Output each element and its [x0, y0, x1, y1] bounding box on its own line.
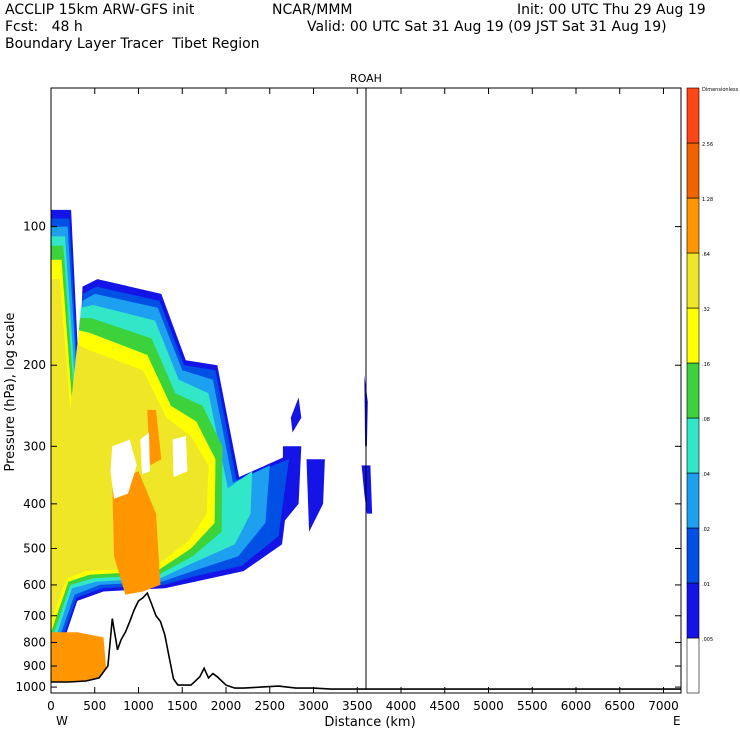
x-axis-east-label: E	[673, 714, 681, 728]
x-tick-label-1500: 1500	[167, 699, 198, 713]
colorbar-label-7: .64	[702, 252, 710, 258]
plot-frame	[50, 87, 682, 694]
x-tick-label-5000: 5000	[473, 699, 504, 713]
colorbar-label-6: .32	[702, 307, 710, 313]
y-tick-label-500: 500	[23, 541, 46, 555]
x-tick-label-5500: 5500	[517, 699, 548, 713]
colorbar-swatch-1	[686, 582, 700, 639]
tracer-gap-1	[140, 432, 150, 475]
header-model-title: ACCLIP 15km ARW-GFS init	[5, 2, 195, 18]
colorbar-swatch-10	[686, 87, 700, 144]
x-tick-label-3000: 3000	[298, 699, 329, 713]
colorbar-swatch-4	[686, 417, 700, 474]
y-tick-label-1000: 1000	[15, 680, 46, 694]
x-tick-label-2000: 2000	[211, 699, 242, 713]
x-axis-west-label: W	[56, 714, 68, 728]
y-tick-label-700: 700	[23, 609, 46, 623]
x-tick-label-6500: 6500	[604, 699, 635, 713]
y-tick-label-600: 600	[23, 578, 46, 592]
y-axis-title: Pressure (hPa), log scale	[3, 313, 18, 472]
y-tick-label-100: 100	[23, 220, 46, 234]
tracer-contour-level-1	[290, 397, 302, 433]
colorbar-swatch-6	[686, 307, 700, 364]
x-tick-label-2500: 2500	[254, 699, 285, 713]
tracer-contour-level-1	[306, 459, 325, 532]
x-axis-title: Distance (km)	[324, 715, 415, 730]
x-tick-label-7000: 7000	[648, 699, 679, 713]
y-tick-label-800: 800	[23, 635, 46, 649]
colorbar-swatch-9	[686, 142, 700, 199]
tracer-contour-level-1	[361, 465, 373, 514]
tracer-contour-level-8	[147, 409, 162, 466]
colorbar-label-10: Dimensionless	[702, 87, 739, 93]
x-tick-label-4000: 4000	[386, 699, 417, 713]
colorbar-label-0: .005	[702, 637, 713, 643]
tracer-gap-0	[110, 439, 137, 499]
colorbar-label-3: .04	[702, 472, 710, 478]
x-tick-label-3500: 3500	[342, 699, 373, 713]
header-center-title: NCAR/MMM	[272, 2, 353, 18]
colorbar-label-2: .02	[702, 527, 710, 533]
header-forecast-hour: Fcst: 48 h	[5, 19, 83, 35]
colorbar-label-9: 2.56	[702, 142, 713, 148]
colorbar-swatch-8	[686, 197, 700, 254]
y-tick-label-900: 900	[23, 659, 46, 673]
colorbar-label-5: .16	[702, 362, 710, 368]
colorbar-label-8: 1.28	[702, 197, 713, 203]
header-valid-time: Valid: 00 UTC Sat 31 Aug 19 (09 JST Sat …	[307, 19, 667, 35]
terrain-profile-line	[51, 591, 681, 690]
x-tick-label-0: 0	[47, 699, 55, 713]
x-tick-label-6000: 6000	[561, 699, 592, 713]
axes-layer: 0 500 1000 1500 2000 2500 3000 3500 4000 4500 5000…	[15, 87, 682, 713]
plot-area	[51, 209, 373, 682]
colorbar-swatch-5	[686, 362, 700, 419]
y-tick-label-200: 200	[23, 358, 46, 372]
tracer-contour-level-1	[282, 446, 302, 523]
colorbar-label-4: .08	[702, 417, 710, 423]
x-tick-label-4500: 4500	[429, 699, 460, 713]
header-field-description: Boundary Layer Tracer Tibet Region	[5, 36, 260, 52]
tracer-contour-level-8	[112, 471, 161, 595]
x-tick-label-500: 500	[83, 699, 106, 713]
y-tick-label-400: 400	[23, 497, 46, 511]
colorbar-swatch-7	[686, 252, 700, 309]
colorbar-swatch-2	[686, 527, 700, 584]
tracer-contour-level-8	[51, 632, 107, 682]
tracer-gap-2	[172, 436, 188, 478]
chart-title: ROAH	[350, 72, 382, 85]
colorbar-swatch-0	[686, 637, 700, 694]
terrain-layer	[51, 591, 681, 693]
header-init-time: Init: 00 UTC Thu 29 Aug 19	[517, 2, 706, 18]
y-tick-label-300: 300	[23, 439, 46, 453]
x-tick-label-1000: 1000	[123, 699, 154, 713]
colorbar-swatch-3	[686, 472, 700, 529]
colorbar-label-1: .01	[702, 582, 710, 588]
terrain-underground-mask	[51, 593, 681, 693]
colorbar: .005 .01 .02 .04 .08 .16 .32 .64 1.28 2.56 Dimensi…	[686, 87, 739, 694]
